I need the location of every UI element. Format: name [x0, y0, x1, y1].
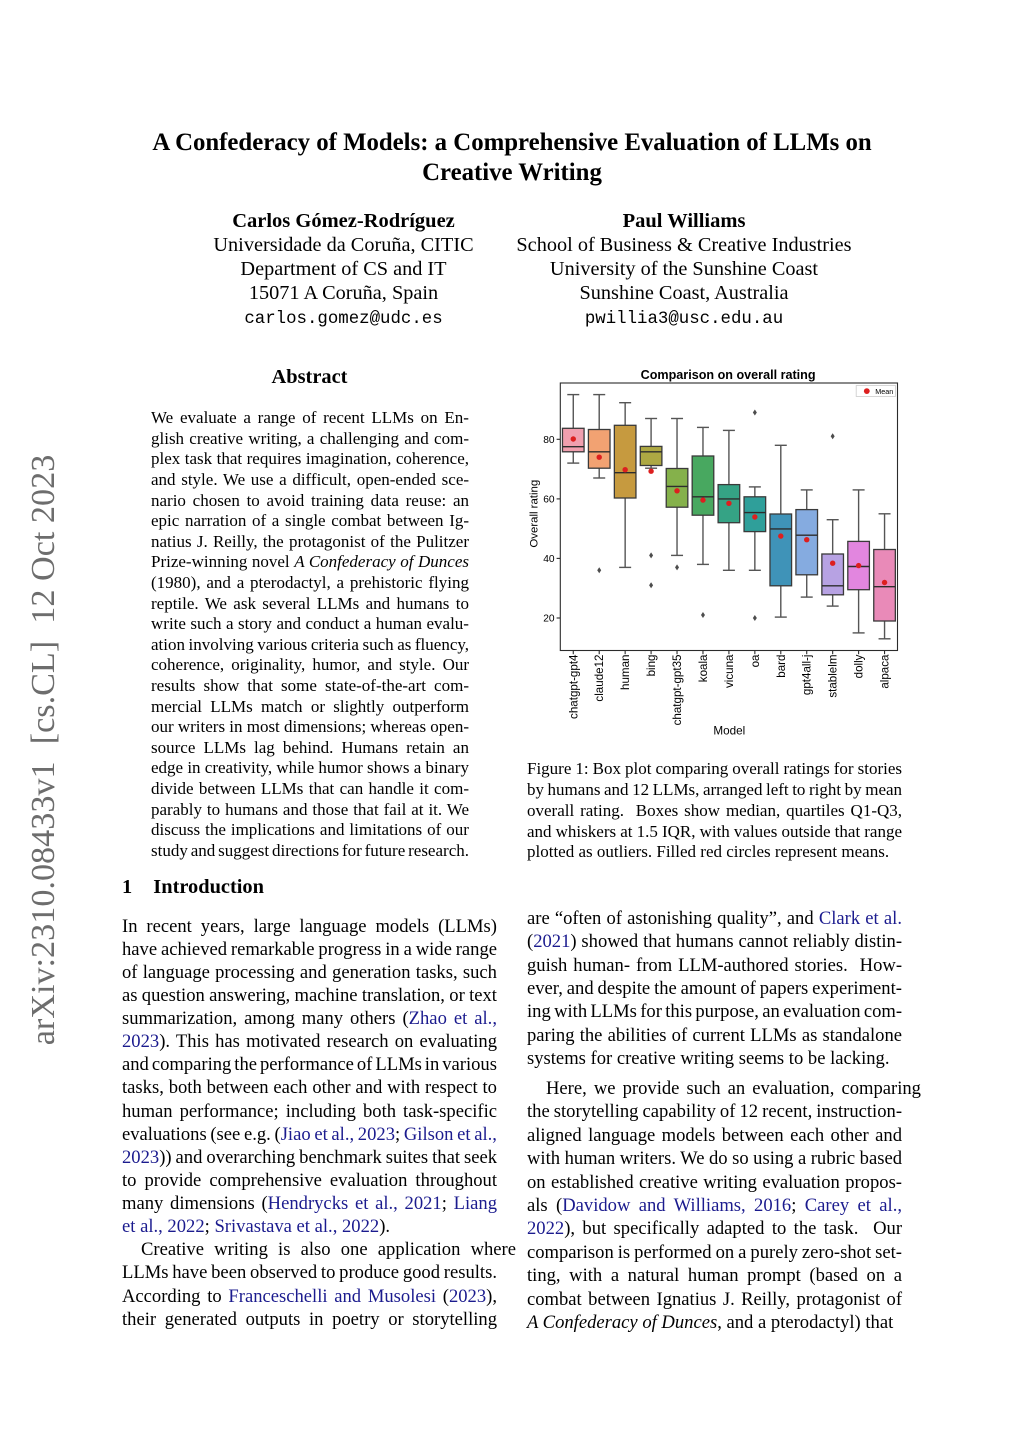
svg-text:alpaca: alpaca	[879, 654, 892, 689]
svg-text:bard: bard	[775, 655, 788, 678]
svg-text:40: 40	[543, 554, 555, 565]
svg-text:vicuna: vicuna	[723, 654, 736, 688]
svg-text:20: 20	[543, 614, 555, 625]
svg-text:chatgpt-gpt35: chatgpt-gpt35	[671, 655, 684, 726]
svg-text:dolly: dolly	[853, 654, 866, 678]
svg-text:Model: Model	[713, 725, 745, 738]
svg-text:Comparison on overall rating: Comparison on overall rating	[641, 368, 816, 382]
svg-text:oa: oa	[749, 654, 762, 667]
svg-text:claude12: claude12	[593, 655, 606, 702]
svg-text:gpt4all-j: gpt4all-j	[801, 655, 814, 696]
svg-text:80: 80	[543, 435, 555, 446]
svg-text:stablelm: stablelm	[827, 655, 840, 698]
svg-text:human: human	[619, 655, 632, 690]
svg-text:Overall rating: Overall rating	[528, 480, 540, 548]
svg-text:koala: koala	[697, 654, 710, 682]
svg-text:60: 60	[543, 495, 555, 506]
svg-text:bing: bing	[645, 655, 658, 677]
svg-text:Mean: Mean	[875, 387, 893, 396]
svg-text:chatgpt-gpt4: chatgpt-gpt4	[567, 654, 580, 719]
